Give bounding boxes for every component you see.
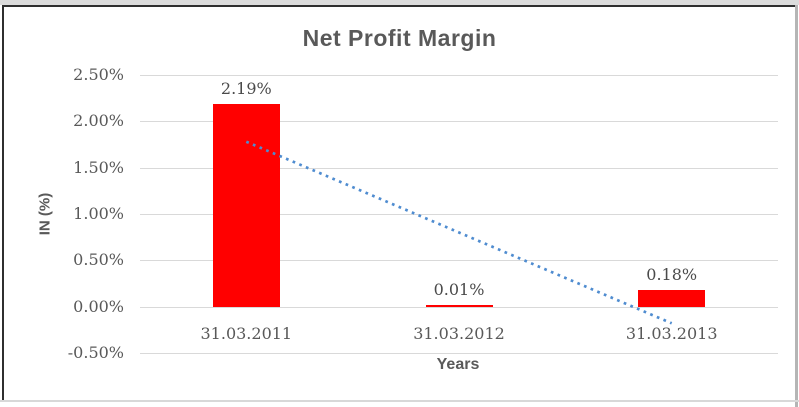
y-axis-tick-label: 2.00%	[73, 111, 124, 131]
y-axis-tick-label: 1.00%	[73, 204, 124, 223]
y-axis-tick-label: 0.00%	[73, 296, 124, 316]
gridline	[140, 75, 778, 76]
x-axis-category-label: 31.03.2013	[625, 323, 718, 343]
data-label: 0.01%	[433, 280, 485, 300]
frame-top-strip	[0, 0, 799, 5]
x-axis-category-label: 31.03.2011	[200, 323, 293, 343]
frame-border-right	[795, 5, 798, 407]
frame-border-left	[2, 5, 4, 401]
y-axis-tick-label: -0.50%	[67, 343, 124, 362]
bar-31.03.2012[interactable]	[425, 305, 493, 307]
y-axis-tick-label: 2.50%	[73, 65, 124, 84]
frame-border-top	[2, 5, 798, 7]
y-axis-tick-label: 0.50%	[73, 250, 124, 270]
data-label: 2.19%	[220, 78, 272, 98]
x-axis-category-label: 31.03.2012	[413, 323, 505, 343]
gridline	[140, 353, 778, 354]
x-axis-title: Years	[436, 356, 480, 373]
gridline	[140, 121, 778, 123]
chart-title: Net Profit Margin	[302, 25, 497, 51]
frame-border-bottom	[0, 400, 799, 402]
data-label: 0.18%	[646, 265, 698, 284]
y-axis-tick-label: 1.50%	[73, 157, 124, 177]
bar-31.03.2011[interactable]	[212, 103, 280, 307]
bar-31.03.2013[interactable]	[638, 290, 706, 307]
gridline	[140, 306, 778, 308]
